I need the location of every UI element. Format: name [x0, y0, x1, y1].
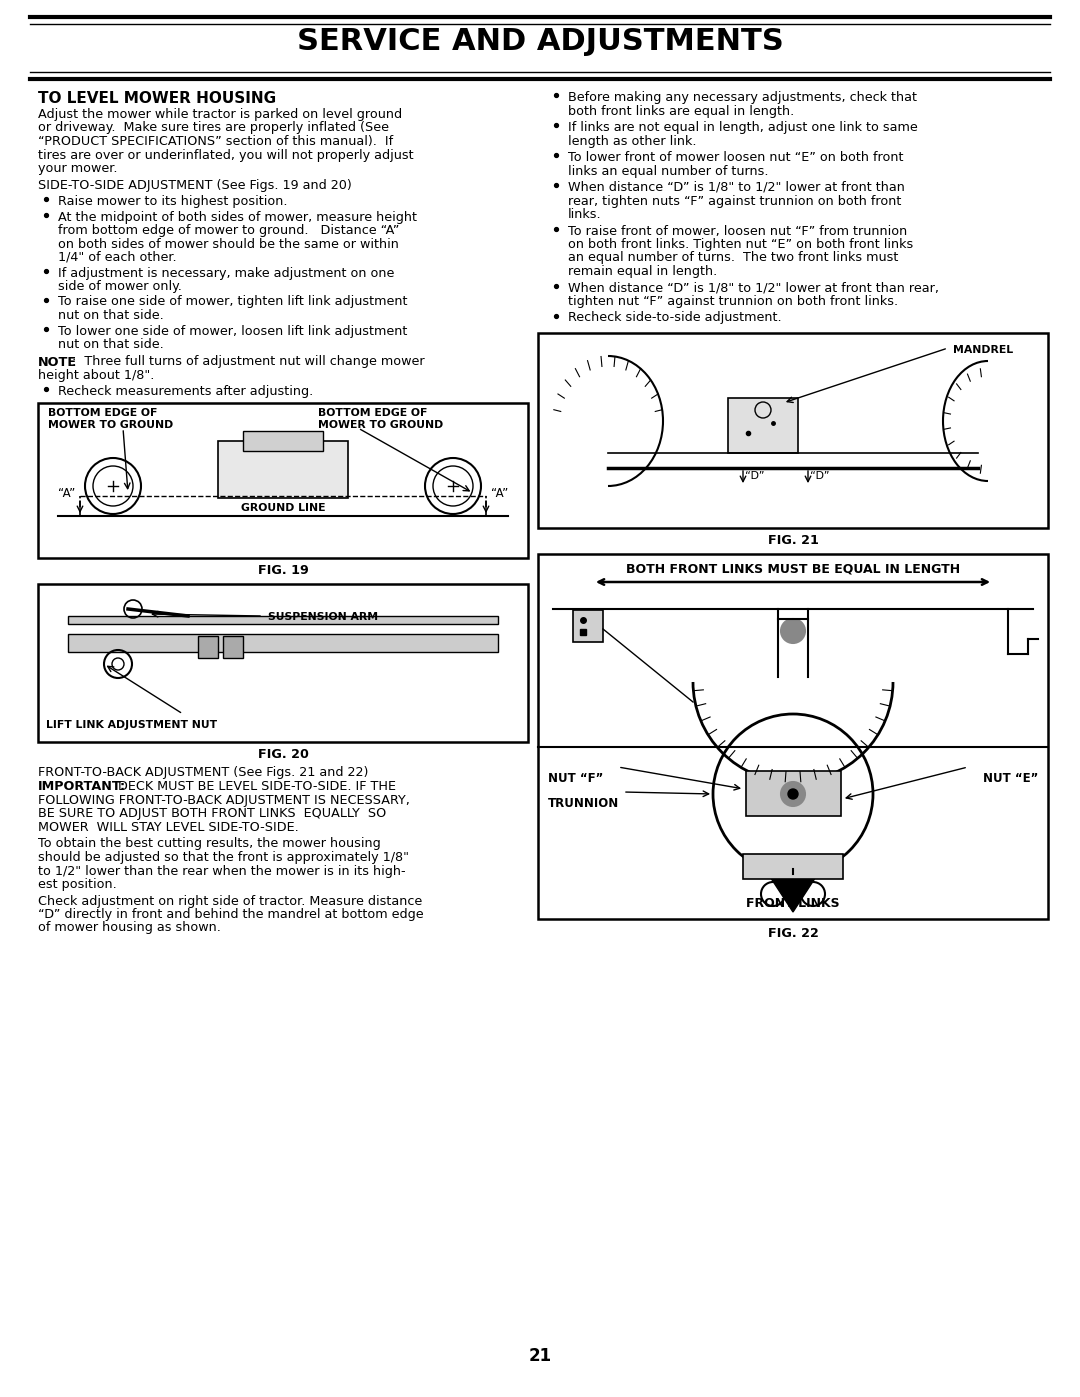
- Text: rear, tighten nuts “F” against trunnion on both front: rear, tighten nuts “F” against trunnion …: [568, 194, 902, 208]
- Text: Recheck measurements after adjusting.: Recheck measurements after adjusting.: [58, 384, 313, 398]
- Text: nut on that side.: nut on that side.: [58, 309, 164, 321]
- Bar: [573, 610, 603, 643]
- Text: FIG. 21: FIG. 21: [768, 534, 819, 548]
- Text: to 1/2" lower than the rear when the mower is in its high-: to 1/2" lower than the rear when the mow…: [38, 865, 406, 877]
- Text: SUSPENSION ARM: SUSPENSION ARM: [268, 612, 378, 622]
- Text: To raise front of mower, loosen nut “F” from trunnion: To raise front of mower, loosen nut “F” …: [568, 225, 907, 237]
- Text: :  Three full turns of adjustment nut will change mower: : Three full turns of adjustment nut wil…: [72, 355, 424, 369]
- Text: If adjustment is necessary, make adjustment on one: If adjustment is necessary, make adjustm…: [58, 267, 394, 279]
- Polygon shape: [765, 869, 821, 912]
- Text: MOWER  WILL STAY LEVEL SIDE-TO-SIDE.: MOWER WILL STAY LEVEL SIDE-TO-SIDE.: [38, 821, 299, 834]
- Bar: [38, 402, 528, 557]
- Text: Raise mower to its highest position.: Raise mower to its highest position.: [58, 196, 287, 208]
- Bar: [728, 398, 798, 453]
- Text: should be adjusted so that the front is approximately 1/8": should be adjusted so that the front is …: [38, 851, 409, 863]
- Text: SERVICE AND ADJUSTMENTS: SERVICE AND ADJUSTMENTS: [297, 27, 783, 56]
- Text: nut on that side.: nut on that side.: [58, 338, 164, 351]
- Text: When distance “D” is 1/8" to 1/2" lower at front than rear,: When distance “D” is 1/8" to 1/2" lower …: [568, 282, 939, 295]
- Text: Adjust the mower while tractor is parked on level ground: Adjust the mower while tractor is parked…: [38, 108, 402, 122]
- Text: links.: links.: [568, 208, 602, 221]
- Text: “PRODUCT SPECIFICATIONS” section of this manual).  If: “PRODUCT SPECIFICATIONS” section of this…: [38, 136, 393, 148]
- Text: BOTTOM EDGE OF
MOWER TO GROUND: BOTTOM EDGE OF MOWER TO GROUND: [318, 408, 443, 430]
- Text: “A”: “A”: [491, 488, 509, 500]
- Text: BOTTOM EDGE OF
MOWER TO GROUND: BOTTOM EDGE OF MOWER TO GROUND: [48, 408, 173, 430]
- Text: To lower front of mower loosen nut “E” on both front: To lower front of mower loosen nut “E” o…: [568, 151, 904, 163]
- Bar: [538, 332, 1048, 528]
- Text: FOLLOWING FRONT-TO-BACK ADJUSTMENT IS NECESSARY,: FOLLOWING FRONT-TO-BACK ADJUSTMENT IS NE…: [38, 793, 410, 807]
- Text: MANDREL: MANDREL: [953, 345, 1013, 355]
- Text: To raise one side of mower, tighten lift link adjustment: To raise one side of mower, tighten lift…: [58, 296, 407, 309]
- Text: 21: 21: [528, 1347, 552, 1365]
- Text: tighten nut “F” against trunnion on both front links.: tighten nut “F” against trunnion on both…: [568, 295, 899, 307]
- Text: If links are not equal in length, adjust one link to same: If links are not equal in length, adjust…: [568, 122, 918, 134]
- Text: FRONT-TO-BACK ADJUSTMENT (See Figs. 21 and 22): FRONT-TO-BACK ADJUSTMENT (See Figs. 21 a…: [38, 766, 368, 780]
- Text: side of mower only.: side of mower only.: [58, 279, 181, 293]
- Text: BOTH FRONT LINKS MUST BE EQUAL IN LENGTH: BOTH FRONT LINKS MUST BE EQUAL IN LENGTH: [626, 562, 960, 576]
- Text: FIG. 20: FIG. 20: [257, 747, 309, 761]
- Bar: [68, 616, 498, 624]
- Text: TO LEVEL MOWER HOUSING: TO LEVEL MOWER HOUSING: [38, 91, 276, 106]
- Bar: [746, 771, 841, 816]
- Text: NUT “E”: NUT “E”: [983, 773, 1038, 785]
- Text: tires are over or underinflated, you will not properly adjust: tires are over or underinflated, you wil…: [38, 148, 414, 162]
- Text: height about 1/8".: height about 1/8".: [38, 369, 154, 381]
- Text: Check adjustment on right side of tractor. Measure distance: Check adjustment on right side of tracto…: [38, 894, 422, 908]
- Text: on both sides of mower should be the same or within: on both sides of mower should be the sam…: [58, 237, 399, 250]
- Text: your mower.: your mower.: [38, 162, 118, 175]
- Bar: [38, 584, 528, 742]
- Text: LIFT LINK ADJUSTMENT NUT: LIFT LINK ADJUSTMENT NUT: [46, 719, 217, 731]
- Text: est position.: est position.: [38, 877, 117, 891]
- Text: of mower housing as shown.: of mower housing as shown.: [38, 922, 221, 935]
- Text: NOTE: NOTE: [38, 355, 77, 369]
- Bar: [243, 432, 323, 451]
- Text: “D”: “D”: [745, 471, 765, 481]
- Text: To lower one side of mower, loosen lift link adjustment: To lower one side of mower, loosen lift …: [58, 324, 407, 338]
- Bar: [743, 854, 843, 879]
- Text: BE SURE TO ADJUST BOTH FRONT LINKS  EQUALLY  SO: BE SURE TO ADJUST BOTH FRONT LINKS EQUAL…: [38, 807, 387, 820]
- Text: To obtain the best cutting results, the mower housing: To obtain the best cutting results, the …: [38, 837, 381, 851]
- Bar: [198, 636, 218, 658]
- Bar: [68, 634, 498, 652]
- Text: length as other link.: length as other link.: [568, 134, 697, 148]
- Text: At the midpoint of both sides of mower, measure height: At the midpoint of both sides of mower, …: [58, 211, 417, 224]
- Text: IMPORTANT:: IMPORTANT:: [38, 781, 126, 793]
- Bar: [538, 555, 1048, 919]
- Text: GROUND LINE: GROUND LINE: [241, 503, 325, 513]
- Text: When distance “D” is 1/8" to 1/2" lower at front than: When distance “D” is 1/8" to 1/2" lower …: [568, 182, 905, 194]
- Text: “A”: “A”: [57, 488, 75, 500]
- Text: remain equal in length.: remain equal in length.: [568, 265, 717, 278]
- Text: FIG. 19: FIG. 19: [257, 564, 309, 577]
- Bar: [222, 636, 243, 658]
- Circle shape: [781, 782, 805, 806]
- Bar: [218, 441, 348, 497]
- Text: FIG. 22: FIG. 22: [768, 928, 819, 940]
- Text: on both front links. Tighten nut “E” on both front links: on both front links. Tighten nut “E” on …: [568, 237, 914, 251]
- Text: FRONT LINKS: FRONT LINKS: [746, 897, 840, 909]
- Text: from bottom edge of mower to ground.   Distance “A”: from bottom edge of mower to ground. Dis…: [58, 224, 400, 237]
- Text: SIDE-TO-SIDE ADJUSTMENT (See Figs. 19 and 20): SIDE-TO-SIDE ADJUSTMENT (See Figs. 19 an…: [38, 179, 352, 193]
- Text: TRUNNION: TRUNNION: [548, 798, 619, 810]
- Text: both front links are equal in length.: both front links are equal in length.: [568, 105, 794, 117]
- Text: Recheck side-to-side adjustment.: Recheck side-to-side adjustment.: [568, 312, 782, 324]
- Text: or driveway.  Make sure tires are properly inflated (See: or driveway. Make sure tires are properl…: [38, 122, 389, 134]
- Text: DECK MUST BE LEVEL SIDE-TO-SIDE. IF THE: DECK MUST BE LEVEL SIDE-TO-SIDE. IF THE: [110, 781, 396, 793]
- Text: links an equal number of turns.: links an equal number of turns.: [568, 165, 769, 177]
- Circle shape: [788, 789, 798, 799]
- Text: “D”: “D”: [810, 471, 829, 481]
- Text: “D” directly in front and behind the mandrel at bottom edge: “D” directly in front and behind the man…: [38, 908, 423, 921]
- Text: Before making any necessary adjustments, check that: Before making any necessary adjustments,…: [568, 91, 917, 103]
- Text: 1/4" of each other.: 1/4" of each other.: [58, 251, 177, 264]
- Text: an equal number of turns.  The two front links must: an equal number of turns. The two front …: [568, 251, 899, 264]
- Circle shape: [781, 619, 805, 643]
- Text: NUT “F”: NUT “F”: [548, 773, 604, 785]
